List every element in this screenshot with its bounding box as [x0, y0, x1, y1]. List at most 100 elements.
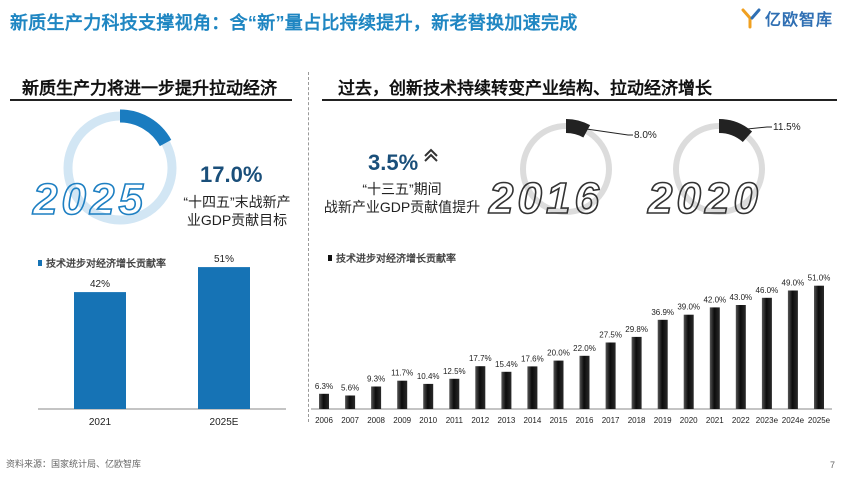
- x-tick-label: 2013: [498, 416, 516, 425]
- x-tick-label: 2007: [341, 416, 359, 425]
- increase-note-line1: “十三五”期间: [362, 181, 442, 197]
- left-chart-legend: 技术进步对经济增长贡献率: [38, 255, 166, 270]
- bar-value-label: 9.3%: [367, 375, 385, 384]
- bar-2024e: [787, 290, 798, 409]
- gauge-leader-line: [578, 127, 633, 136]
- bar-2011: [449, 378, 460, 409]
- gauge-2016: 8.0% 2016: [487, 119, 657, 224]
- bar-2020: [683, 314, 694, 409]
- x-tick-label: 2021: [706, 416, 724, 425]
- bar-value-label: 49.0%: [782, 279, 805, 288]
- gauge-arc: [565, 119, 591, 138]
- bar-value-label: 5.6%: [341, 384, 359, 393]
- bar-2022: [735, 305, 746, 409]
- brand-logo: 亿欧智库: [740, 6, 833, 30]
- x-tick-label: 2025E: [210, 417, 239, 428]
- bar-value-label: 20.0%: [547, 349, 570, 358]
- bar-2008: [371, 386, 382, 409]
- increase-percent: 3.5%: [368, 150, 419, 175]
- target-note: “十四五”末战新产 业GDP贡献目标: [166, 193, 308, 229]
- ring-progress-arc: [119, 109, 172, 147]
- x-tick-label: 2011: [446, 416, 464, 425]
- bar-2015: [553, 360, 564, 409]
- target-note-line2: 业GDP贡献目标: [186, 212, 288, 228]
- bar-value-label: 10.4%: [417, 372, 440, 381]
- bar-2023e: [761, 297, 772, 409]
- bar-2021: [74, 292, 126, 409]
- x-tick-label: 2022: [732, 416, 750, 425]
- legend-swatch: [38, 259, 42, 266]
- bar-value-label: 36.9%: [651, 308, 674, 317]
- logo-mark-icon: [741, 8, 761, 29]
- target-year: 2025: [32, 175, 147, 224]
- legend-label: 技术进步对经济增长贡献率: [336, 254, 456, 265]
- increase-note-line2: 战新产业GDP贡献值提升: [323, 199, 481, 215]
- increase-note: “十三五”期间 战新产业GDP贡献值提升: [312, 180, 492, 216]
- x-tick-label: 2023e: [756, 416, 779, 425]
- bar-2006: [319, 393, 329, 409]
- source-note: 资料来源：国家统计局、亿欧智库: [6, 459, 142, 469]
- bar-value-label: 22.0%: [573, 344, 596, 353]
- right-section-heading: 过去，创新技术持续转变产业结构、拉动经济增长: [338, 79, 712, 98]
- x-tick-label: 2017: [602, 416, 620, 425]
- bar-value-label: 46.0%: [756, 286, 779, 295]
- bar-value-label: 29.8%: [625, 325, 648, 334]
- page-number: 7: [829, 460, 835, 470]
- gauge-value-label: 8.0%: [634, 130, 657, 141]
- x-tick-label: 2024e: [782, 416, 805, 425]
- bar-value-label: 17.6%: [521, 354, 544, 363]
- x-tick-label: 2019: [654, 416, 672, 425]
- bar-value-label: 17.7%: [469, 354, 492, 363]
- bar-value-label: 43.0%: [729, 293, 752, 302]
- bar-value-label: 27.5%: [599, 331, 622, 340]
- gauge-arc: [718, 119, 753, 143]
- gauge-year: 2016: [488, 174, 603, 223]
- section-divider: [308, 72, 309, 422]
- legend-label: 技术进步对经济增长贡献率: [46, 259, 166, 270]
- x-tick-label: 2016: [576, 416, 594, 425]
- bar-2016: [579, 355, 590, 409]
- bar-2025e: [814, 285, 824, 409]
- legend-swatch: [328, 254, 332, 261]
- target-note-line1: “十四五”末战新产: [183, 194, 291, 210]
- bar-value-label: 6.3%: [315, 382, 333, 391]
- bar-2025E: [198, 267, 250, 409]
- bar-2007: [345, 395, 356, 409]
- right-heading-underline: [322, 99, 837, 101]
- bar-value-label: 11.7%: [391, 369, 413, 378]
- bar-value-label: 15.4%: [495, 360, 518, 369]
- left-section-heading: 新质生产力将进一步提升拉动经济: [22, 79, 277, 98]
- bar-2019: [657, 319, 668, 409]
- right-chart-legend: 技术进步对经济增长贡献率: [328, 250, 456, 265]
- x-tick-label: 2012: [471, 416, 489, 425]
- bar-2012: [475, 366, 486, 409]
- x-tick-label: 2020: [680, 416, 698, 425]
- bar-value-label: 12.5%: [443, 367, 466, 376]
- target-percent: 17.0%: [200, 162, 263, 187]
- page-title: 新质生产力科技支撑视角：含“新”量占比持续提升，新老替换加速完成: [10, 13, 578, 33]
- bar-2018: [631, 336, 642, 409]
- bar-value-label: 42%: [90, 279, 110, 290]
- left-heading-underline: [10, 99, 292, 101]
- x-tick-label: 2009: [393, 416, 411, 425]
- bar-2017: [605, 342, 616, 409]
- x-tick-label: 2015: [550, 416, 568, 425]
- x-tick-label: 2010: [419, 416, 437, 425]
- x-tick-label: 2008: [367, 416, 385, 425]
- logo-text: 亿欧智库: [764, 12, 833, 29]
- gauge-year: 2020: [647, 174, 762, 223]
- bar-value-label: 51%: [214, 254, 234, 265]
- x-tick-label: 2025e: [808, 416, 831, 425]
- gauge-value-label: 11.5%: [773, 122, 801, 133]
- bar-2021: [709, 307, 720, 409]
- bar-2014: [527, 366, 538, 409]
- bar-2013: [501, 371, 512, 409]
- gauge-leader-line: [737, 126, 772, 131]
- gauge-2020: 11.5% 2020: [646, 119, 801, 224]
- x-tick-label: 2018: [628, 416, 646, 425]
